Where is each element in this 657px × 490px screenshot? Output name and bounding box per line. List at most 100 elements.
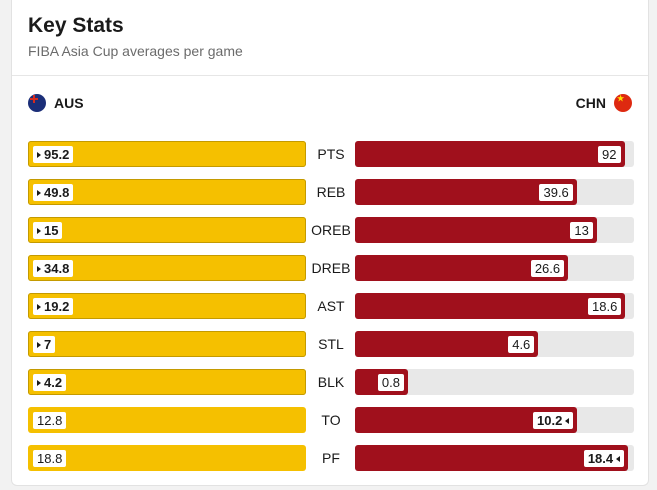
leader-arrow-icon (37, 303, 41, 310)
right-stat-bar: 10.2 (355, 407, 578, 433)
right-stat-bar: 26.6 (355, 255, 569, 281)
stat-label: PTS (317, 146, 345, 162)
left-stat-value: 34.8 (33, 260, 74, 277)
leader-arrow-icon (37, 379, 41, 386)
right-stat-value: 0.8 (377, 374, 404, 391)
right-stat-track: 18.4 (355, 445, 634, 471)
stat-row-reb: 49.8 REB 39.6 (28, 179, 634, 205)
stat-label: REB (316, 184, 346, 200)
left-stat-value: 7 (33, 336, 56, 353)
right-stat-track: 92 (355, 141, 634, 167)
stat-label: PF (322, 450, 340, 466)
card-title: Key Stats (28, 14, 124, 37)
right-stat-bar: 4.6 (355, 331, 539, 357)
stat-label: TO (321, 412, 341, 428)
left-stat-bar: 7 (28, 331, 306, 357)
left-stat-bar: 15 (28, 217, 306, 243)
stats-list: 95.2 PTS 92 49.8 REB 39.6 15 OREB 13 34.8 DREB 26.6… (28, 141, 634, 483)
left-stat-text: 19.2 (44, 299, 70, 314)
left-stat-text: 34.8 (44, 261, 70, 276)
stat-row-dreb: 34.8 DREB 26.6 (28, 255, 634, 281)
left-stat-value: 4.2 (33, 374, 67, 391)
leader-arrow-icon (37, 265, 41, 272)
right-stat-track: 13 (355, 217, 634, 243)
left-stat-value: 49.8 (33, 184, 74, 201)
china-flag-icon (614, 94, 632, 112)
stat-label: OREB (311, 222, 351, 238)
right-stat-bar: 18.6 (355, 293, 626, 319)
right-stat-value: 92 (598, 146, 621, 163)
right-stat-text: 18.4 (587, 451, 614, 466)
stat-row-stl: 7 STL 4.6 (28, 331, 634, 357)
right-stat-value: 18.6 (588, 298, 622, 315)
leader-arrow-icon (37, 341, 41, 348)
left-stat-bar: 4.2 (28, 369, 306, 395)
team-left-name: AUS (54, 95, 84, 111)
right-stat-text: 13 (574, 223, 589, 238)
right-stat-value: 4.6 (508, 336, 535, 353)
left-stat-bar: 12.8 (28, 407, 306, 433)
right-stat-value: 39.6 (539, 184, 573, 201)
stat-row-blk: 4.2 BLK 0.8 (28, 369, 634, 395)
right-stat-bar: 18.4 (355, 445, 629, 471)
right-stat-track: 39.6 (355, 179, 634, 205)
right-stat-value: 13 (570, 222, 593, 239)
leader-arrow-icon (37, 151, 41, 158)
stat-label: BLK (317, 374, 345, 390)
left-stat-value: 18.8 (33, 450, 67, 467)
right-stat-track: 26.6 (355, 255, 634, 281)
left-stat-bar: 19.2 (28, 293, 306, 319)
leader-arrow-icon (565, 417, 570, 424)
right-stat-value: 18.4 (583, 450, 625, 467)
left-stat-text: 95.2 (44, 147, 70, 162)
team-right: CHN (576, 94, 632, 112)
left-stat-value: 95.2 (33, 146, 74, 163)
right-stat-text: 18.6 (592, 299, 618, 314)
right-stat-bar: 0.8 (355, 369, 408, 395)
right-stat-track: 18.6 (355, 293, 634, 319)
right-stat-text: 4.6 (512, 337, 531, 352)
left-stat-text: 12.8 (37, 413, 63, 428)
left-stat-bar: 34.8 (28, 255, 306, 281)
right-stat-bar: 39.6 (355, 179, 577, 205)
stat-row-pf: 18.8 PF 18.4 (28, 445, 634, 471)
right-stat-text: 39.6 (543, 185, 569, 200)
left-stat-text: 7 (44, 337, 52, 352)
header-divider (12, 75, 648, 76)
key-stats-card: Key Stats FIBA Asia Cup averages per gam… (11, 0, 649, 486)
left-stat-text: 4.2 (44, 375, 63, 390)
stat-label: AST (317, 298, 345, 314)
card-subtitle: FIBA Asia Cup averages per game (28, 43, 243, 59)
right-stat-value: 26.6 (530, 260, 565, 277)
stat-row-to: 12.8 TO 10.2 (28, 407, 634, 433)
australia-flag-icon (28, 94, 46, 112)
team-left: AUS (28, 94, 84, 112)
left-stat-bar: 18.8 (28, 445, 306, 471)
left-stat-bar: 95.2 (28, 141, 306, 167)
left-stat-text: 49.8 (44, 185, 70, 200)
right-stat-track: 0.8 (355, 369, 634, 395)
stat-label: DREB (311, 260, 351, 276)
left-stat-bar: 49.8 (28, 179, 306, 205)
leader-arrow-icon (37, 189, 41, 196)
right-stat-text: 26.6 (534, 261, 561, 276)
team-right-name: CHN (575, 95, 606, 111)
right-stat-text: 0.8 (381, 375, 400, 390)
right-stat-text: 92 (602, 147, 617, 162)
right-stat-track: 4.6 (355, 331, 634, 357)
right-stat-bar: 92 (355, 141, 625, 167)
leader-arrow-icon (616, 455, 621, 462)
stat-row-ast: 19.2 AST 18.6 (28, 293, 634, 319)
right-stat-bar: 13 (355, 217, 597, 243)
leader-arrow-icon (37, 227, 41, 234)
stat-row-pts: 95.2 PTS 92 (28, 141, 634, 167)
stat-row-oreb: 15 OREB 13 (28, 217, 634, 243)
left-stat-text: 18.8 (37, 451, 63, 466)
right-stat-track: 10.2 (355, 407, 634, 433)
right-stat-value: 10.2 (533, 412, 574, 429)
left-stat-value: 12.8 (33, 412, 67, 429)
right-stat-text: 10.2 (537, 413, 563, 428)
left-stat-value: 19.2 (33, 298, 74, 315)
stat-label: STL (318, 336, 344, 352)
left-stat-text: 15 (44, 223, 59, 238)
